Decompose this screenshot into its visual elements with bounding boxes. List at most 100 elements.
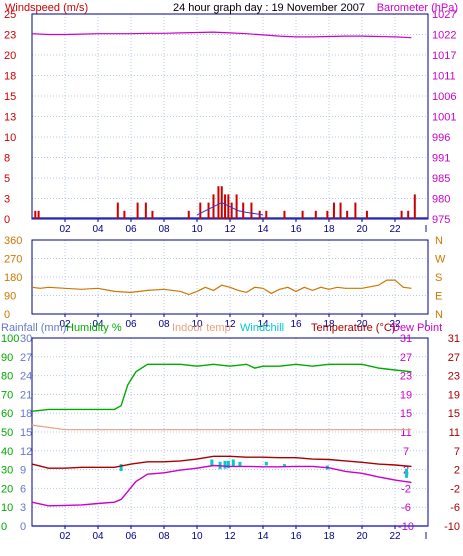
- windchill-bar: [264, 461, 268, 466]
- x-tick-label: 04: [92, 224, 104, 235]
- temp-tick-label: -6: [450, 502, 460, 514]
- windspeed-bar: [34, 210, 37, 219]
- dewpoint-line: [31, 464, 412, 507]
- x-tick-label: 16: [290, 319, 302, 330]
- windspeed-bar: [326, 210, 329, 219]
- x-tick-label: 04: [92, 319, 104, 330]
- chart1-grid: [32, 14, 428, 219]
- chart2-grid: [32, 240, 428, 314]
- windspeed-tick-label: 0: [4, 214, 10, 226]
- humidity-tick-label: 20: [1, 483, 13, 495]
- temp-tick-label: -10: [444, 521, 460, 533]
- x-tick-label: 06: [125, 319, 137, 330]
- temp-tick-label: 23: [448, 371, 460, 383]
- windspeed-bar: [37, 210, 40, 219]
- windchill-bar: [231, 459, 235, 467]
- barometer-label: Barometer (hPa): [377, 2, 458, 14]
- indoor-temp-line: [31, 424, 412, 431]
- windspeed-bar: [116, 202, 119, 219]
- barometer-tick-label: 985: [432, 173, 450, 185]
- rainfall-tick-label: 3: [20, 502, 26, 514]
- temp-inner-tick-label: 19: [400, 389, 412, 401]
- x-tick-label: 22: [389, 531, 401, 542]
- temp-tick-label: 2: [454, 465, 460, 477]
- x-end-tick: I: [425, 319, 428, 330]
- temp-inner-tick-label: -6: [401, 502, 411, 514]
- chart3-grid: [32, 338, 428, 526]
- indoor-temp-legend: Indoor temp: [172, 322, 231, 334]
- barometer-tick-label: 1027: [432, 9, 456, 21]
- windspeed-bar: [365, 210, 368, 219]
- windchill-bar: [210, 459, 214, 467]
- windspeed-tick-label: 8: [4, 153, 10, 165]
- x-tick-label: 22: [389, 224, 401, 235]
- windspeed-bar: [136, 202, 139, 219]
- x-tick-label: 14: [257, 224, 269, 235]
- windspeed-bar: [217, 186, 220, 219]
- humidity-tick-label: 0: [1, 521, 7, 533]
- rainfall-tick-label: 18: [20, 408, 32, 420]
- x-tick-label: 02: [59, 319, 71, 330]
- x-tick-label: 02: [59, 531, 71, 542]
- windspeed-bar: [230, 202, 233, 219]
- x-tick-label: 18: [323, 531, 335, 542]
- windchill-bar: [282, 464, 286, 467]
- humidity-tick-label: 10: [1, 502, 13, 514]
- windspeed-bar: [207, 202, 210, 219]
- x-end-tick: I: [425, 224, 428, 235]
- temp-tick-label: 19: [448, 389, 460, 401]
- barometer-tick-label: 991: [432, 153, 450, 165]
- windchill-legend: Windchill: [240, 322, 284, 334]
- x-tick-label: 18: [323, 224, 335, 235]
- windspeed-tick-label: 15: [4, 91, 16, 103]
- windspeed-bar: [224, 194, 227, 219]
- windspeed-bar: [339, 202, 342, 219]
- temp-inner-tick-label: -2: [401, 483, 411, 495]
- wind-average-line: [196, 202, 264, 216]
- dewpoint-legend: Dew Point: [392, 322, 442, 334]
- humidity-tick-label: 100: [1, 333, 19, 345]
- temp-inner-tick-label: 23: [400, 371, 412, 383]
- barometer-tick-label: 1017: [432, 50, 456, 62]
- temperature-legend: Temperature (°C): [311, 322, 395, 334]
- x-tick-label: 12: [224, 224, 236, 235]
- windspeed-bar: [283, 210, 286, 219]
- rainfall-tick-label: 12: [20, 446, 32, 458]
- barometer-tick-label: 996: [432, 132, 450, 144]
- windspeed-bar: [242, 202, 245, 219]
- x-tick-label: 06: [125, 531, 137, 542]
- windspeed-bar: [354, 202, 357, 219]
- x-tick-label: 20: [356, 224, 368, 235]
- humidity-line: [31, 363, 412, 412]
- windspeed-bar: [314, 210, 317, 219]
- windspeed-tick-label: 23: [4, 30, 16, 42]
- x-tick-label: 20: [356, 319, 368, 330]
- windspeed-tick-label: 13: [4, 112, 16, 124]
- x-end-tick: I: [425, 531, 428, 542]
- windspeed-tick-label: 18: [4, 71, 16, 83]
- windspeed-bar: [187, 210, 190, 219]
- windchill-bar: [238, 461, 242, 467]
- rainfall-legend: Rainfall (mm): [1, 322, 66, 334]
- x-tick-label: 08: [158, 531, 170, 542]
- humidity-tick-label: 30: [1, 465, 13, 477]
- humidity-tick-label: 40: [1, 446, 13, 458]
- x-tick-label: 16: [290, 531, 302, 542]
- barometer-tick-label: 1022: [432, 30, 456, 42]
- rainfall-tick-label: 0: [20, 521, 26, 533]
- windspeed-tick-label: 20: [4, 50, 16, 62]
- windspeed-bar: [144, 202, 147, 219]
- rainfall-tick-label: 6: [20, 483, 26, 495]
- chart2-marks: 360 N 270 W 180 S 90 E 0 N 02 04 06 08 10 12 14 16 18 20 22 I: [4, 235, 446, 330]
- humidity-tick-label: 70: [1, 389, 13, 401]
- windspeed-bar: [151, 210, 154, 219]
- temp-tick-label: 11: [449, 427, 460, 439]
- temp-inner-tick-label: 11: [400, 427, 411, 439]
- windspeed-tick-label: 25: [4, 9, 16, 21]
- humidity-tick-label: 50: [1, 427, 13, 439]
- windspeed-bar: [413, 194, 416, 219]
- temp-tick-label: 7: [454, 446, 460, 458]
- x-tick-label: 18: [323, 319, 335, 330]
